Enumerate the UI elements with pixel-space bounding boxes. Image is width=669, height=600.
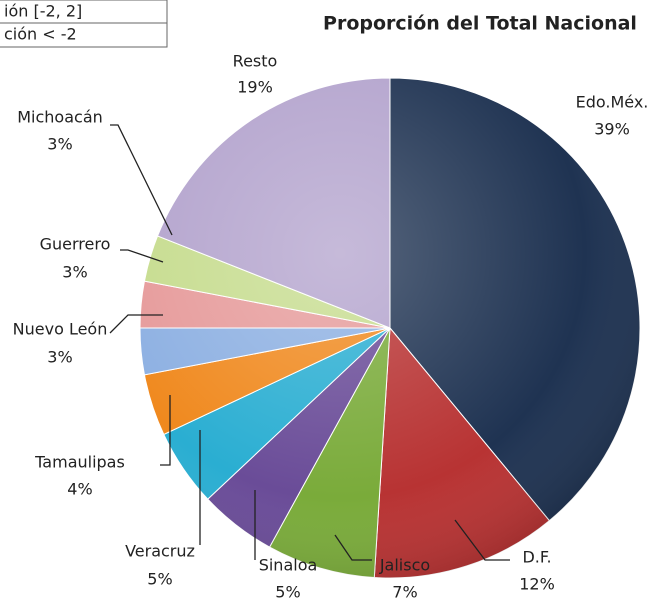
chart-title: Proporción del Total Nacional [323, 13, 637, 35]
slice-label: Nuevo León [13, 320, 108, 339]
value-label: 5% [275, 583, 300, 600]
value-label: 7% [392, 583, 417, 600]
leader-line [454, 519, 510, 561]
slice-label: Guerrero [40, 235, 111, 254]
leader-line [160, 395, 171, 466]
leader-line [334, 534, 372, 561]
value-label: 3% [47, 135, 72, 154]
table-text: ción < -2 [4, 25, 77, 44]
value-label: 12% [519, 575, 555, 594]
leader-line [110, 124, 173, 236]
slice-label: Veracruz [125, 542, 195, 561]
slice-label: Sinaloa [259, 556, 318, 575]
value-label: 39% [594, 120, 630, 139]
slice-label: Jalisco [379, 556, 430, 575]
value-label: 4% [67, 480, 92, 499]
leader-line [109, 314, 163, 334]
value-label: 19% [237, 78, 273, 97]
value-label: 3% [47, 348, 72, 367]
slice-label: Tamaulipas [34, 453, 125, 472]
slice-label: Resto [233, 52, 278, 71]
table-text: ión [-2, 2] [4, 2, 82, 21]
table-cell [0, 22, 168, 48]
slice-label: Edo.Méx. [576, 93, 649, 112]
value-label: 5% [147, 570, 172, 589]
value-label: 3% [62, 263, 87, 282]
slice-label: Michoacán [17, 108, 103, 127]
leader-line [120, 249, 164, 263]
slice-label: D.F. [522, 548, 551, 567]
